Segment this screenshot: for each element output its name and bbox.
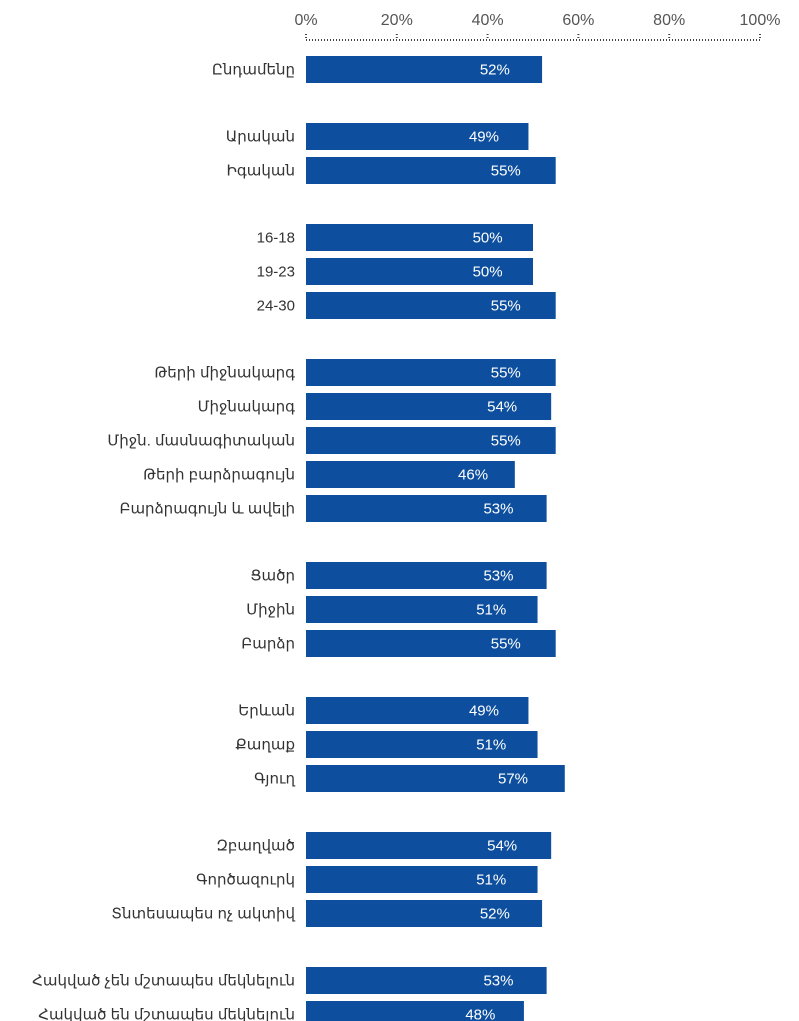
data-label: 51% (476, 872, 506, 889)
data-label: 49% (469, 129, 499, 146)
category-label: Ցածր (250, 568, 295, 585)
bar-row: Բարձր 55% (241, 630, 556, 657)
bar (306, 900, 543, 927)
category-label: 16-18 (257, 230, 295, 247)
bar (306, 731, 538, 758)
bar-row: Թերի միջնակարգ 55% (154, 359, 556, 386)
category-label: 24-30 (257, 298, 295, 315)
category-label: Հակված են մշտապես մեկնելուն (38, 1007, 295, 1021)
bar (306, 461, 515, 488)
bar (306, 393, 552, 420)
category-label: Երևան (238, 703, 295, 720)
bar-row: 16-18 50% (257, 224, 533, 251)
category-label: Միջնակարգ (198, 399, 296, 416)
data-label: 55% (491, 298, 521, 315)
bar (306, 56, 543, 83)
bar-row: Միջն. մասնագիտական 55% (107, 427, 556, 454)
bar (306, 224, 533, 251)
data-label: 54% (487, 838, 517, 855)
bar-row: Զբաղված 54% (216, 832, 552, 859)
bar (306, 1001, 524, 1021)
data-label: 51% (476, 737, 506, 754)
x-axis: 0% 20% 40% 60% 80% 100% (294, 12, 781, 41)
data-label: 50% (473, 264, 503, 281)
category-label: Տնտեսապես ոչ ակտիվ (111, 906, 295, 923)
x-tick-label: 20% (381, 12, 413, 29)
category-label: Գործազուրկ (196, 872, 295, 889)
bar (306, 832, 552, 859)
bar (306, 967, 547, 994)
x-tick-label: 0% (294, 12, 317, 29)
bar (306, 157, 556, 184)
data-label: 50% (473, 230, 503, 247)
bar-row: Գյուղ 57% (254, 765, 565, 792)
bar (306, 562, 547, 589)
category-label: Թերի միջնակարգ (154, 365, 295, 382)
bar (306, 359, 556, 386)
bar-row: Բարձրագույն և ավելի 53% (119, 495, 547, 522)
data-label: 48% (465, 1007, 495, 1021)
bar-row: Հակված են մշտապես մեկնելուն 48% (38, 1001, 524, 1021)
data-label: 57% (498, 771, 528, 788)
bar-row: Տնտեսապես ոչ ակտիվ 52% (111, 900, 543, 927)
bar-row: 19-23 50% (257, 258, 533, 285)
category-label: Արական (226, 129, 295, 146)
bar (306, 630, 556, 657)
category-label: Գյուղ (254, 771, 295, 788)
category-label: Հակված չեն մշտապես մեկնելուն (32, 973, 295, 990)
data-label: 52% (480, 62, 510, 79)
bar (306, 292, 556, 319)
bar (306, 427, 556, 454)
x-tick-label: 80% (653, 12, 685, 29)
bar-row: Միջնակարգ 54% (198, 393, 552, 420)
bar-row: Իգական 55% (227, 157, 556, 184)
bar (306, 495, 547, 522)
x-tick-label: 60% (562, 12, 594, 29)
data-label: 54% (487, 399, 517, 416)
bar-row: Ընդամենը 52% (212, 56, 543, 83)
category-label: Բարձր (241, 636, 295, 653)
data-label: 55% (491, 365, 521, 382)
category-label: Թերի բարձրագույն (143, 467, 295, 484)
category-label: Բարձրագույն և ավելի (119, 501, 295, 518)
data-label: 55% (491, 636, 521, 653)
bar-row: Ցածր 53% (250, 562, 547, 589)
category-label: Ընդամենը (212, 62, 295, 79)
bars: Ընդամենը 52%Արական 49%Իգական 55%16-18 50%19-… (32, 56, 565, 1021)
bar-row: Քաղաք 51% (235, 731, 538, 758)
data-label: 49% (469, 703, 499, 720)
data-label: 55% (491, 433, 521, 450)
bar (306, 866, 538, 893)
category-label: Միջն. մասնագիտական (107, 433, 295, 450)
bar-row: Միջին 51% (246, 596, 538, 623)
bar (306, 123, 529, 150)
category-label: Քաղաք (235, 737, 295, 754)
data-label: 53% (483, 501, 513, 518)
bar-row: Գործազուրկ 51% (196, 866, 538, 893)
x-tick-label: 40% (472, 12, 504, 29)
bar-row: Արական 49% (226, 123, 529, 150)
bar (306, 596, 538, 623)
data-label: 53% (483, 568, 513, 585)
data-label: 55% (491, 163, 521, 180)
bar (306, 697, 529, 724)
x-tick-label: 100% (740, 12, 781, 29)
data-label: 51% (476, 602, 506, 619)
bar-row: Երևան 49% (238, 697, 529, 724)
bar-row: 24-30 55% (257, 292, 556, 319)
data-label: 46% (458, 467, 488, 484)
bar-row: Թերի բարձրագույն 46% (143, 461, 515, 488)
data-label: 52% (480, 906, 510, 923)
category-label: 19-23 (257, 264, 295, 281)
category-label: Զբաղված (216, 838, 295, 855)
data-label: 53% (483, 973, 513, 990)
bar (306, 765, 565, 792)
bar-row: Հակված չեն մշտապես մեկնելուն 53% (32, 967, 547, 994)
category-label: Միջին (246, 602, 295, 619)
bar (306, 258, 533, 285)
category-label: Իգական (227, 163, 295, 180)
